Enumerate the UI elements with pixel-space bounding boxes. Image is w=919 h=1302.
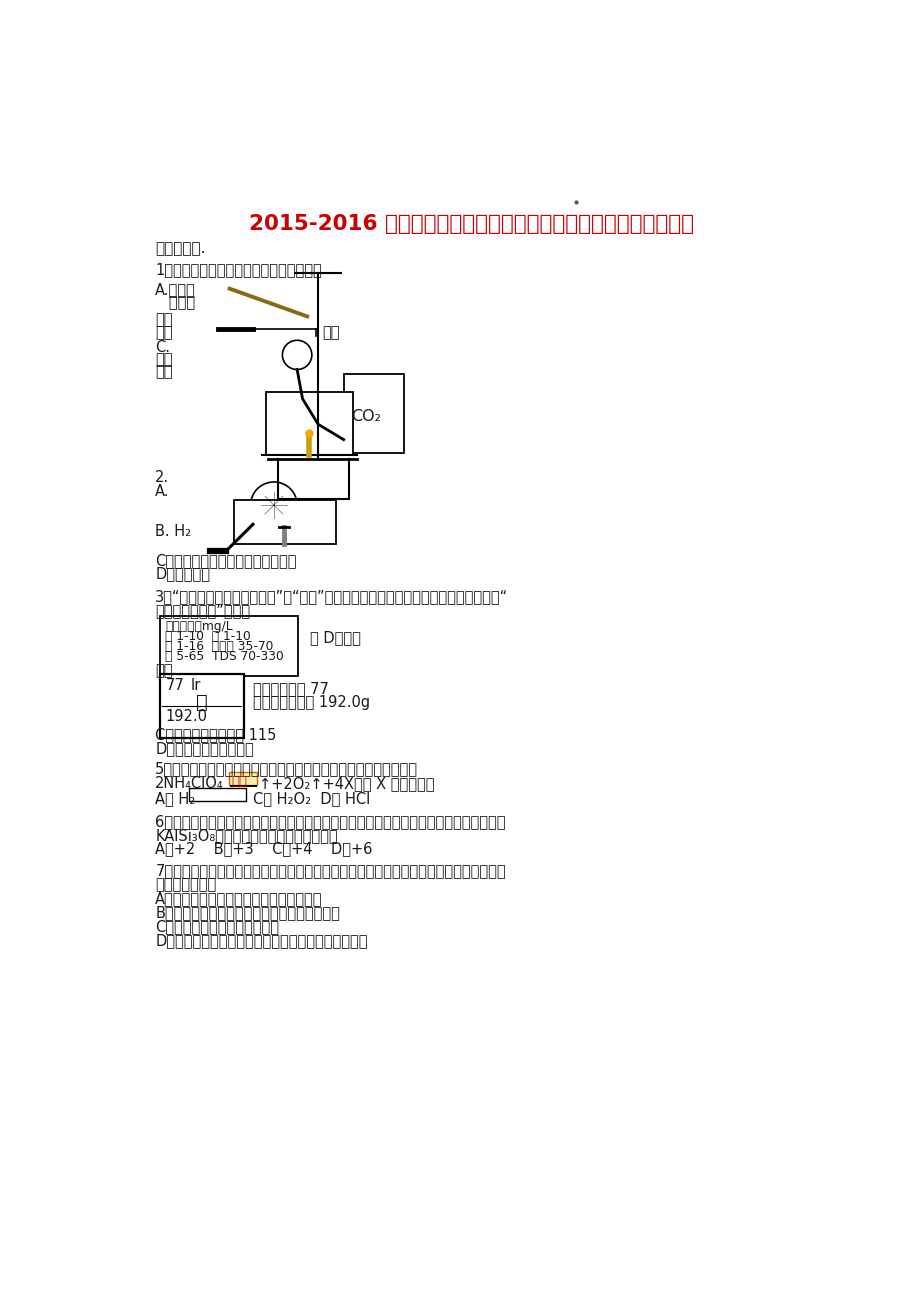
Text: 77: 77 bbox=[165, 677, 184, 693]
Text: 1．下列实验只能反映物质的物理性质的是: 1．下列实验只能反映物质的物理性质的是 bbox=[155, 263, 322, 277]
Text: C.: C. bbox=[155, 340, 170, 354]
Text: 2.: 2. bbox=[155, 470, 169, 486]
Text: C．鐸元素的质子数是 115: C．鐸元素的质子数是 115 bbox=[155, 728, 277, 742]
Bar bbox=[160, 616, 298, 676]
Text: 鿩、镁、钓、馒”指的是: 鿩、镁、钓、馒”指的是 bbox=[155, 603, 250, 618]
Bar bbox=[189, 789, 245, 801]
Text: 证明: 证明 bbox=[155, 352, 173, 367]
Text: A.: A. bbox=[155, 484, 170, 499]
Text: A． H₂: A． H₂ bbox=[155, 790, 196, 806]
Text: 鐵丝: 鐵丝 bbox=[155, 326, 173, 340]
Text: 3．“天然益力，焉发生命力．”在“益力”矿泉水瓶上标有一些矿物含量，如图，这里的“: 3．“天然益力，焉发生命力．”在“益力”矿泉水瓶上标有一些矿物含量，如图，这里的… bbox=[155, 589, 508, 604]
Text: 的说法正确的是: 的说法正确的是 bbox=[155, 878, 216, 892]
Text: A.带火星: A.带火星 bbox=[155, 281, 196, 297]
Text: B．生活中可以通过煮永水的方式降低水的硬度: B．生活中可以通过煮永水的方式降低水的硬度 bbox=[155, 905, 340, 921]
Text: 相对原子质量是 192.0g: 相对原子质量是 192.0g bbox=[253, 695, 369, 710]
Text: 一、选择题.: 一、选择题. bbox=[155, 241, 206, 256]
Text: 矿物含量：mg/L: 矿物含量：mg/L bbox=[165, 620, 233, 633]
Text: 素 D．原子: 素 D．原子 bbox=[310, 630, 361, 644]
Text: 6．矿泉水一般是由岩石风化后被地下水溢解其中可溢部分生成的．已知某岩石的化学式为: 6．矿泉水一般是由岩石风化后被地下水溢解其中可溢部分生成的．已知某岩石的化学式为 bbox=[155, 814, 505, 829]
Text: C． H₂O₂  D． HCl: C． H₂O₂ D． HCl bbox=[253, 790, 369, 806]
Text: A．硬水中含较多的不溢性馒和镁的化合物: A．硬水中含较多的不溢性馒和镁的化合物 bbox=[155, 892, 323, 906]
Text: 鿩 1-10  镁 1-10: 鿩 1-10 镁 1-10 bbox=[165, 630, 251, 643]
Text: 的是: 的是 bbox=[155, 663, 173, 678]
Text: C．高锡酸鿩加热制氧气后的剩余物: C．高锡酸鿩加热制氧气后的剩余物 bbox=[155, 553, 297, 568]
Text: 检验: 检验 bbox=[155, 312, 173, 328]
Text: Ir: Ir bbox=[191, 677, 201, 693]
Text: B. H₂: B. H₂ bbox=[155, 525, 191, 539]
Text: 的木条: 的木条 bbox=[155, 294, 195, 310]
Text: CO₂: CO₂ bbox=[351, 409, 380, 423]
Bar bbox=[233, 500, 335, 543]
Text: D．鐸元素不是金属元素: D．鐸元素不是金属元素 bbox=[155, 741, 254, 756]
Text: 7．通过初三的化学学习，我们知道使用硬水会给生活和生产带来许多麻烦．下列有关硬水: 7．通过初三的化学学习，我们知道使用硬水会给生活和生产带来许多麻烦．下列有关硬水 bbox=[155, 863, 505, 878]
Text: A．+2    B．+3    C．+4    D．+6: A．+2 B．+3 C．+4 D．+6 bbox=[155, 841, 372, 857]
Circle shape bbox=[250, 482, 297, 529]
Text: 192.0: 192.0 bbox=[165, 710, 207, 724]
Bar bbox=[160, 673, 244, 738]
Text: 5．卫星运载火箭的动力由高氯酸鈘发生反应提供，化学方程式为：: 5．卫星运载火箭的动力由高氯酸鈘发生反应提供，化学方程式为： bbox=[155, 762, 418, 776]
Text: 鐸: 鐸 bbox=[196, 693, 208, 712]
Text: C．硬水放一段时间就变成软水: C．硬水放一段时间就变成软水 bbox=[155, 919, 279, 935]
Bar bbox=[266, 392, 353, 454]
Text: D．雪碧饮料: D．雪碧饮料 bbox=[155, 566, 210, 582]
Text: 钓 1-16  偏硅酸 35-70: 钓 1-16 偏硅酸 35-70 bbox=[165, 639, 274, 652]
Text: 高温: 高温 bbox=[231, 775, 247, 788]
Text: 馒 5-65  TDS 70-330: 馒 5-65 TDS 70-330 bbox=[165, 650, 284, 663]
Circle shape bbox=[282, 340, 312, 370]
Text: 2NH₄ClO₄: 2NH₄ClO₄ bbox=[155, 776, 223, 792]
Text: D．在硬水中加入少量的肥皂水，会产生大量的肥皂泡: D．在硬水中加入少量的肥皂水，会产生大量的肥皂泡 bbox=[155, 934, 368, 948]
Bar bbox=[344, 374, 403, 453]
Text: KAlSi₃O₈，则该岩石中确元素的化合价为: KAlSi₃O₈，则该岩石中确元素的化合价为 bbox=[155, 828, 337, 842]
FancyBboxPatch shape bbox=[229, 772, 256, 785]
Text: 核外电子数是 77: 核外电子数是 77 bbox=[253, 681, 328, 697]
Text: 鐵丝: 鐵丝 bbox=[323, 326, 340, 341]
Text: 倒倒: 倒倒 bbox=[155, 365, 173, 379]
Text: 2015-2016 学年安徽省合肥市肥西县刻河初中九年级月考化学试卷: 2015-2016 学年安徽省合肥市肥西县刻河初中九年级月考化学试卷 bbox=[249, 214, 693, 234]
Text: ↑+2O₂↑+4X．则 X 的化学式是: ↑+2O₂↑+4X．则 X 的化学式是 bbox=[259, 776, 434, 792]
